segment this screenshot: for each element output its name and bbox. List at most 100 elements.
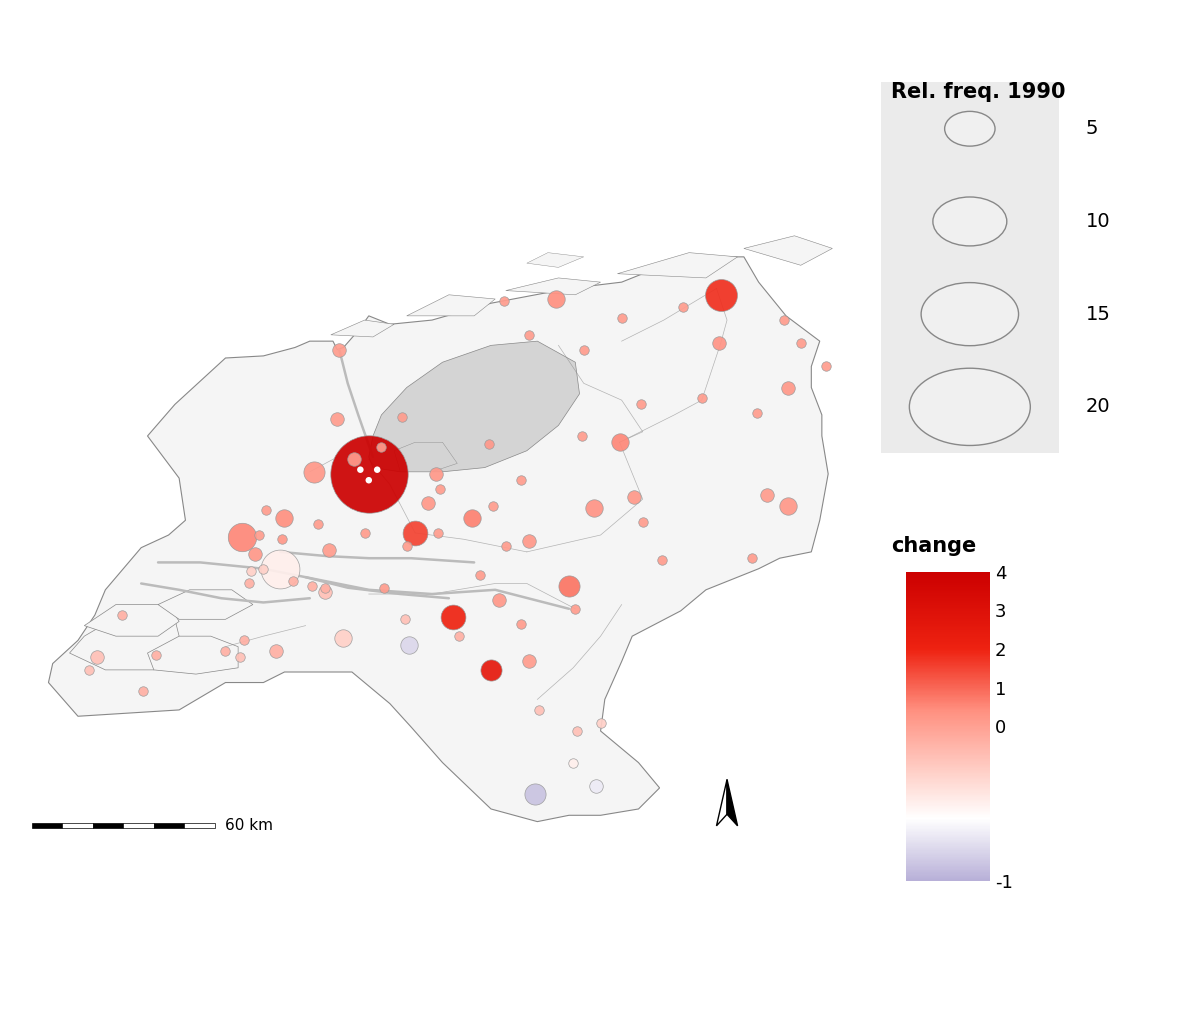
Point <box>652 552 671 569</box>
Point <box>308 516 328 533</box>
Polygon shape <box>394 442 457 472</box>
Point <box>709 335 728 351</box>
Point <box>133 683 152 699</box>
Point <box>372 439 391 455</box>
Point <box>319 542 338 558</box>
Ellipse shape <box>922 282 1019 346</box>
Point <box>392 409 412 425</box>
Point <box>230 649 250 665</box>
Point <box>374 580 394 596</box>
Point <box>359 466 378 482</box>
Polygon shape <box>407 295 496 316</box>
Point <box>816 358 835 375</box>
Point <box>216 643 235 659</box>
Polygon shape <box>505 278 600 295</box>
Bar <box>31 823 62 828</box>
Point <box>746 405 766 421</box>
Bar <box>185 823 215 828</box>
Point <box>444 609 463 625</box>
Point <box>256 502 275 518</box>
Point <box>568 723 587 740</box>
Point <box>79 661 98 678</box>
Point <box>673 299 692 315</box>
Text: 20: 20 <box>1086 398 1110 416</box>
Text: 15: 15 <box>1086 305 1111 323</box>
Point <box>530 701 550 718</box>
Point <box>272 531 292 548</box>
Point <box>590 715 610 731</box>
Ellipse shape <box>932 197 1007 246</box>
Polygon shape <box>70 615 184 670</box>
Point <box>400 637 419 653</box>
Ellipse shape <box>944 111 995 146</box>
Point <box>233 528 252 545</box>
Polygon shape <box>727 780 738 826</box>
Point <box>418 495 437 512</box>
Text: 10: 10 <box>1086 212 1110 231</box>
Point <box>634 514 653 530</box>
Point <box>367 461 386 478</box>
Point <box>490 592 509 609</box>
Point <box>526 786 545 802</box>
Point <box>330 341 349 357</box>
Point <box>564 754 583 770</box>
Point <box>245 546 264 562</box>
Point <box>305 464 324 480</box>
Point <box>275 510 294 526</box>
Polygon shape <box>744 236 833 266</box>
FancyBboxPatch shape <box>881 82 1058 175</box>
Point <box>350 461 370 478</box>
Point <box>494 293 514 309</box>
Point <box>481 661 500 678</box>
Point <box>344 451 364 468</box>
Point <box>355 524 374 541</box>
Point <box>254 560 274 577</box>
Point <box>572 427 592 444</box>
Point <box>113 607 132 623</box>
Point <box>88 649 107 665</box>
Point <box>314 580 334 596</box>
Point <box>574 341 593 357</box>
FancyBboxPatch shape <box>881 268 1058 360</box>
Point <box>712 286 731 303</box>
Point <box>779 497 798 514</box>
Ellipse shape <box>910 368 1031 445</box>
Point <box>431 480 450 496</box>
Polygon shape <box>368 341 580 472</box>
Bar <box>154 823 185 828</box>
Point <box>587 778 606 794</box>
Text: Rel. freq. 1990: Rel. freq. 1990 <box>890 82 1066 102</box>
Bar <box>92 823 124 828</box>
Point <box>270 560 289 577</box>
Point <box>610 434 629 450</box>
Point <box>470 566 490 583</box>
Polygon shape <box>148 637 238 674</box>
Polygon shape <box>84 605 179 637</box>
Polygon shape <box>331 320 394 337</box>
Point <box>239 575 258 591</box>
Point <box>395 611 414 627</box>
FancyBboxPatch shape <box>881 175 1058 268</box>
Point <box>250 526 269 543</box>
FancyBboxPatch shape <box>881 360 1058 453</box>
Point <box>743 550 762 566</box>
Point <box>427 466 446 482</box>
Point <box>757 487 776 504</box>
Polygon shape <box>158 590 253 619</box>
Point <box>328 411 347 427</box>
Point <box>397 538 416 554</box>
Point <box>625 489 644 506</box>
Bar <box>124 823 154 828</box>
Text: 5: 5 <box>1086 119 1098 138</box>
Point <box>779 379 798 396</box>
Polygon shape <box>618 252 738 278</box>
Point <box>428 524 448 541</box>
Point <box>334 630 353 647</box>
Point <box>612 310 631 327</box>
Point <box>241 562 260 579</box>
Point <box>302 578 322 594</box>
Point <box>406 524 425 541</box>
Polygon shape <box>716 780 727 826</box>
Text: 60 km: 60 km <box>226 818 274 833</box>
Point <box>774 312 793 329</box>
